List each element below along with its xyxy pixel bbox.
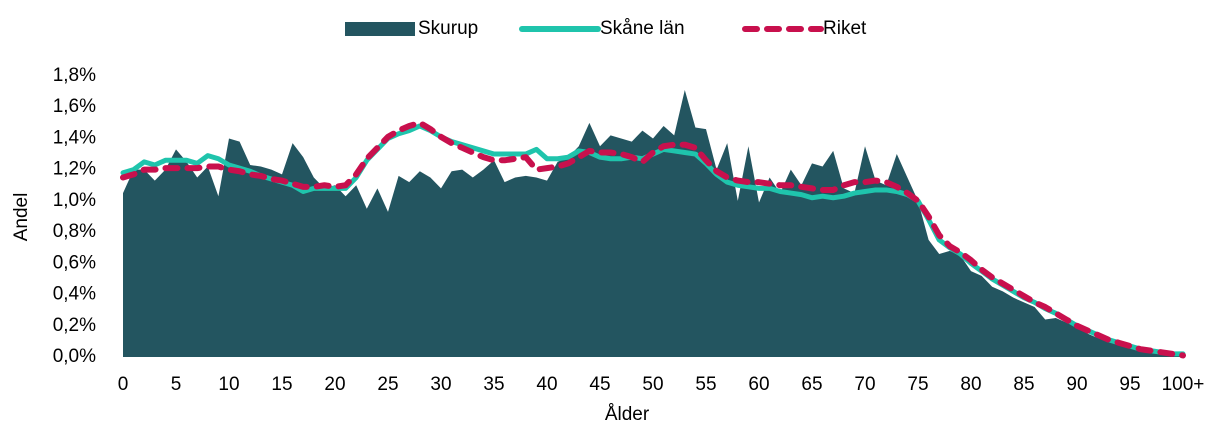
legend-label: Riket — [823, 18, 867, 39]
x-tick-label: 45 — [589, 374, 610, 395]
area — [123, 90, 1183, 358]
x-tick-label: 25 — [377, 374, 398, 395]
x-tick-label: 65 — [801, 374, 822, 395]
x-tick-label: 0 — [118, 374, 129, 395]
y-tick-label: 0,2% — [53, 315, 96, 336]
y-tick-label: 0,6% — [53, 252, 96, 273]
x-tick-label: 60 — [748, 374, 769, 395]
x-tick-label: 30 — [430, 374, 451, 395]
x-tick-label: 95 — [1119, 374, 1140, 395]
x-axis-label: Ålder — [605, 404, 650, 425]
x-tick-label: 90 — [1066, 374, 1087, 395]
y-tick-label: 1,8% — [53, 65, 96, 86]
x-tick-label: 80 — [960, 374, 981, 395]
legend-label: Skåne län — [600, 18, 685, 39]
legend-label: Skurup — [418, 18, 478, 39]
x-tick-label: 20 — [324, 374, 345, 395]
x-tick-label: 35 — [483, 374, 504, 395]
y-tick-label: 1,0% — [53, 190, 96, 211]
x-tick-label: 55 — [695, 374, 716, 395]
x-tick-label: 40 — [536, 374, 557, 395]
x-tick-label: 50 — [642, 374, 663, 395]
x-tick-label: 85 — [1013, 374, 1034, 395]
x-tick-label: 70 — [854, 374, 875, 395]
y-tick-label: 1,2% — [53, 159, 96, 180]
x-tick-label: 10 — [218, 374, 239, 395]
y-tick-label: 0,8% — [53, 221, 96, 242]
y-axis-label: Andel — [11, 193, 32, 242]
y-tick-label: 0,0% — [53, 346, 96, 367]
y-tick-label: 1,4% — [53, 127, 96, 148]
line — [120, 119, 1186, 359]
x-tick-label: 15 — [271, 374, 292, 395]
x-tick-label: 5 — [171, 374, 182, 395]
y-tick-label: 1,6% — [53, 96, 96, 117]
x-tick-label: 75 — [907, 374, 928, 395]
legend-swatch — [345, 22, 415, 36]
x-tick-label: 100+ — [1162, 374, 1205, 395]
y-tick-label: 0,4% — [53, 284, 96, 305]
